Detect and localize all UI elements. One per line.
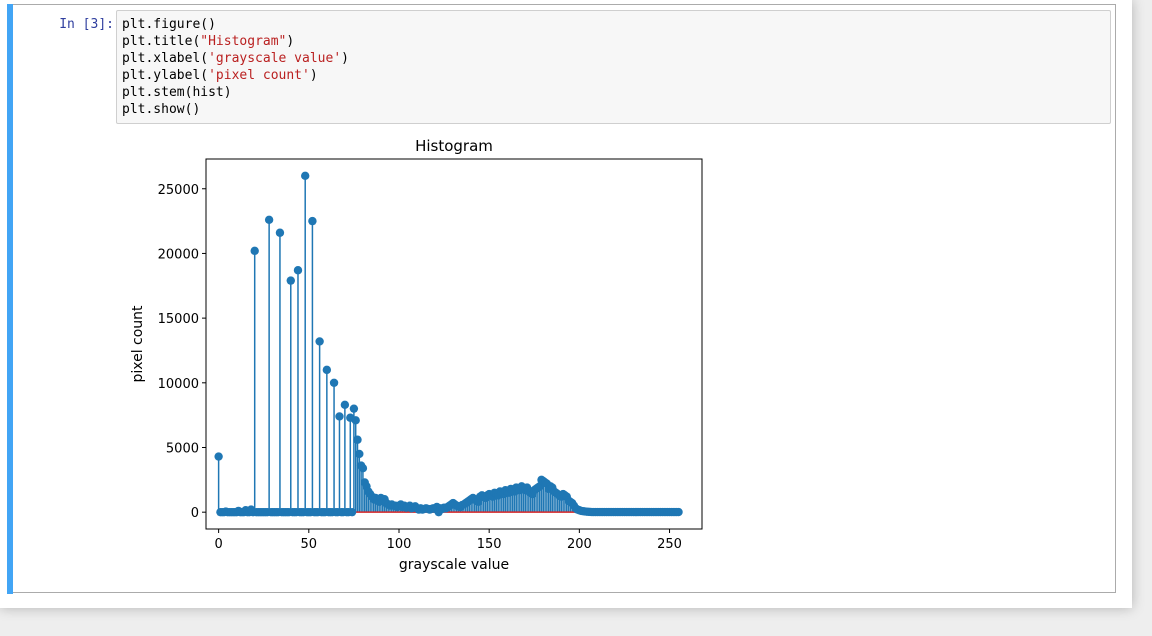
stem-marker: [301, 171, 310, 181]
plot-content: [214, 171, 683, 517]
stem-marker: [355, 449, 364, 459]
stem-marker: [351, 416, 360, 425]
stem-marker: [214, 452, 223, 461]
code-line: plt.xlabel('grayscale value'): [122, 51, 349, 66]
stem-marker: [349, 404, 359, 413]
stem-marker: [322, 365, 332, 375]
x-tick-label: 0: [214, 537, 222, 552]
y-tick-label: 10000: [158, 377, 199, 392]
histogram-chart: 0 50 100 150 200 250 0 5000 10000 15000 20000 2500…: [130, 137, 703, 573]
stem-marker: [358, 463, 368, 473]
y-axis-label: pixel count: [130, 305, 146, 383]
stem-marker: [286, 276, 295, 285]
stem-marker: [353, 435, 362, 444]
x-axis-label: grayscale value: [399, 557, 509, 573]
input-prompt: In [3]:: [59, 17, 114, 32]
chart-title: Histogram: [415, 137, 493, 155]
plot-frame: [205, 158, 703, 530]
stem-marker: [329, 378, 339, 388]
stem-marker: [347, 507, 357, 517]
stem-marker: [335, 412, 344, 421]
y-tick-label: 25000: [158, 183, 199, 198]
notebook-page: In [3]: plt.figure() plt.title("Histogra…: [0, 0, 1132, 608]
cell-selection-indicator: [7, 4, 13, 594]
code-line: plt.show(): [122, 102, 201, 117]
stem-marker: [674, 507, 683, 517]
y-tick-label: 15000: [158, 312, 199, 327]
x-tick-label: 250: [657, 537, 682, 552]
code-line: plt.ylabel('pixel count'): [122, 68, 318, 83]
stem-marker: [264, 215, 274, 225]
code-text: plt.figure() plt.title("Histogram") plt.…: [122, 16, 349, 118]
x-tick-label: 100: [387, 537, 412, 552]
stem-marker: [308, 216, 317, 226]
code-editor[interactable]: plt.figure() plt.title("Histogram") plt.…: [116, 10, 1111, 124]
x-tick-label: 50: [301, 537, 318, 552]
stem-marker: [340, 400, 350, 410]
stem-marker: [250, 246, 259, 256]
code-line: plt.figure(): [122, 17, 216, 32]
cell-output: 0 50 100 150 200 250 0 5000 10000 15000 20000 2500…: [122, 133, 722, 583]
code-cell[interactable]: In [3]: plt.figure() plt.title("Histogra…: [7, 4, 1116, 594]
y-tick-label: 5000: [166, 441, 199, 456]
code-line: plt.stem(hist): [122, 85, 232, 100]
y-axis: 0 5000 10000 15000 20000 25000: [158, 183, 206, 521]
stem-marker: [315, 337, 324, 346]
x-tick-label: 200: [567, 537, 592, 552]
stem-marker: [293, 266, 303, 275]
code-line: plt.title("Histogram"): [122, 34, 295, 49]
stem-marker: [275, 228, 285, 237]
x-axis: 0 50 100 150 200 250: [214, 529, 682, 552]
y-tick-label: 0: [191, 506, 199, 521]
x-tick-label: 150: [477, 537, 502, 552]
y-tick-label: 20000: [158, 247, 199, 262]
